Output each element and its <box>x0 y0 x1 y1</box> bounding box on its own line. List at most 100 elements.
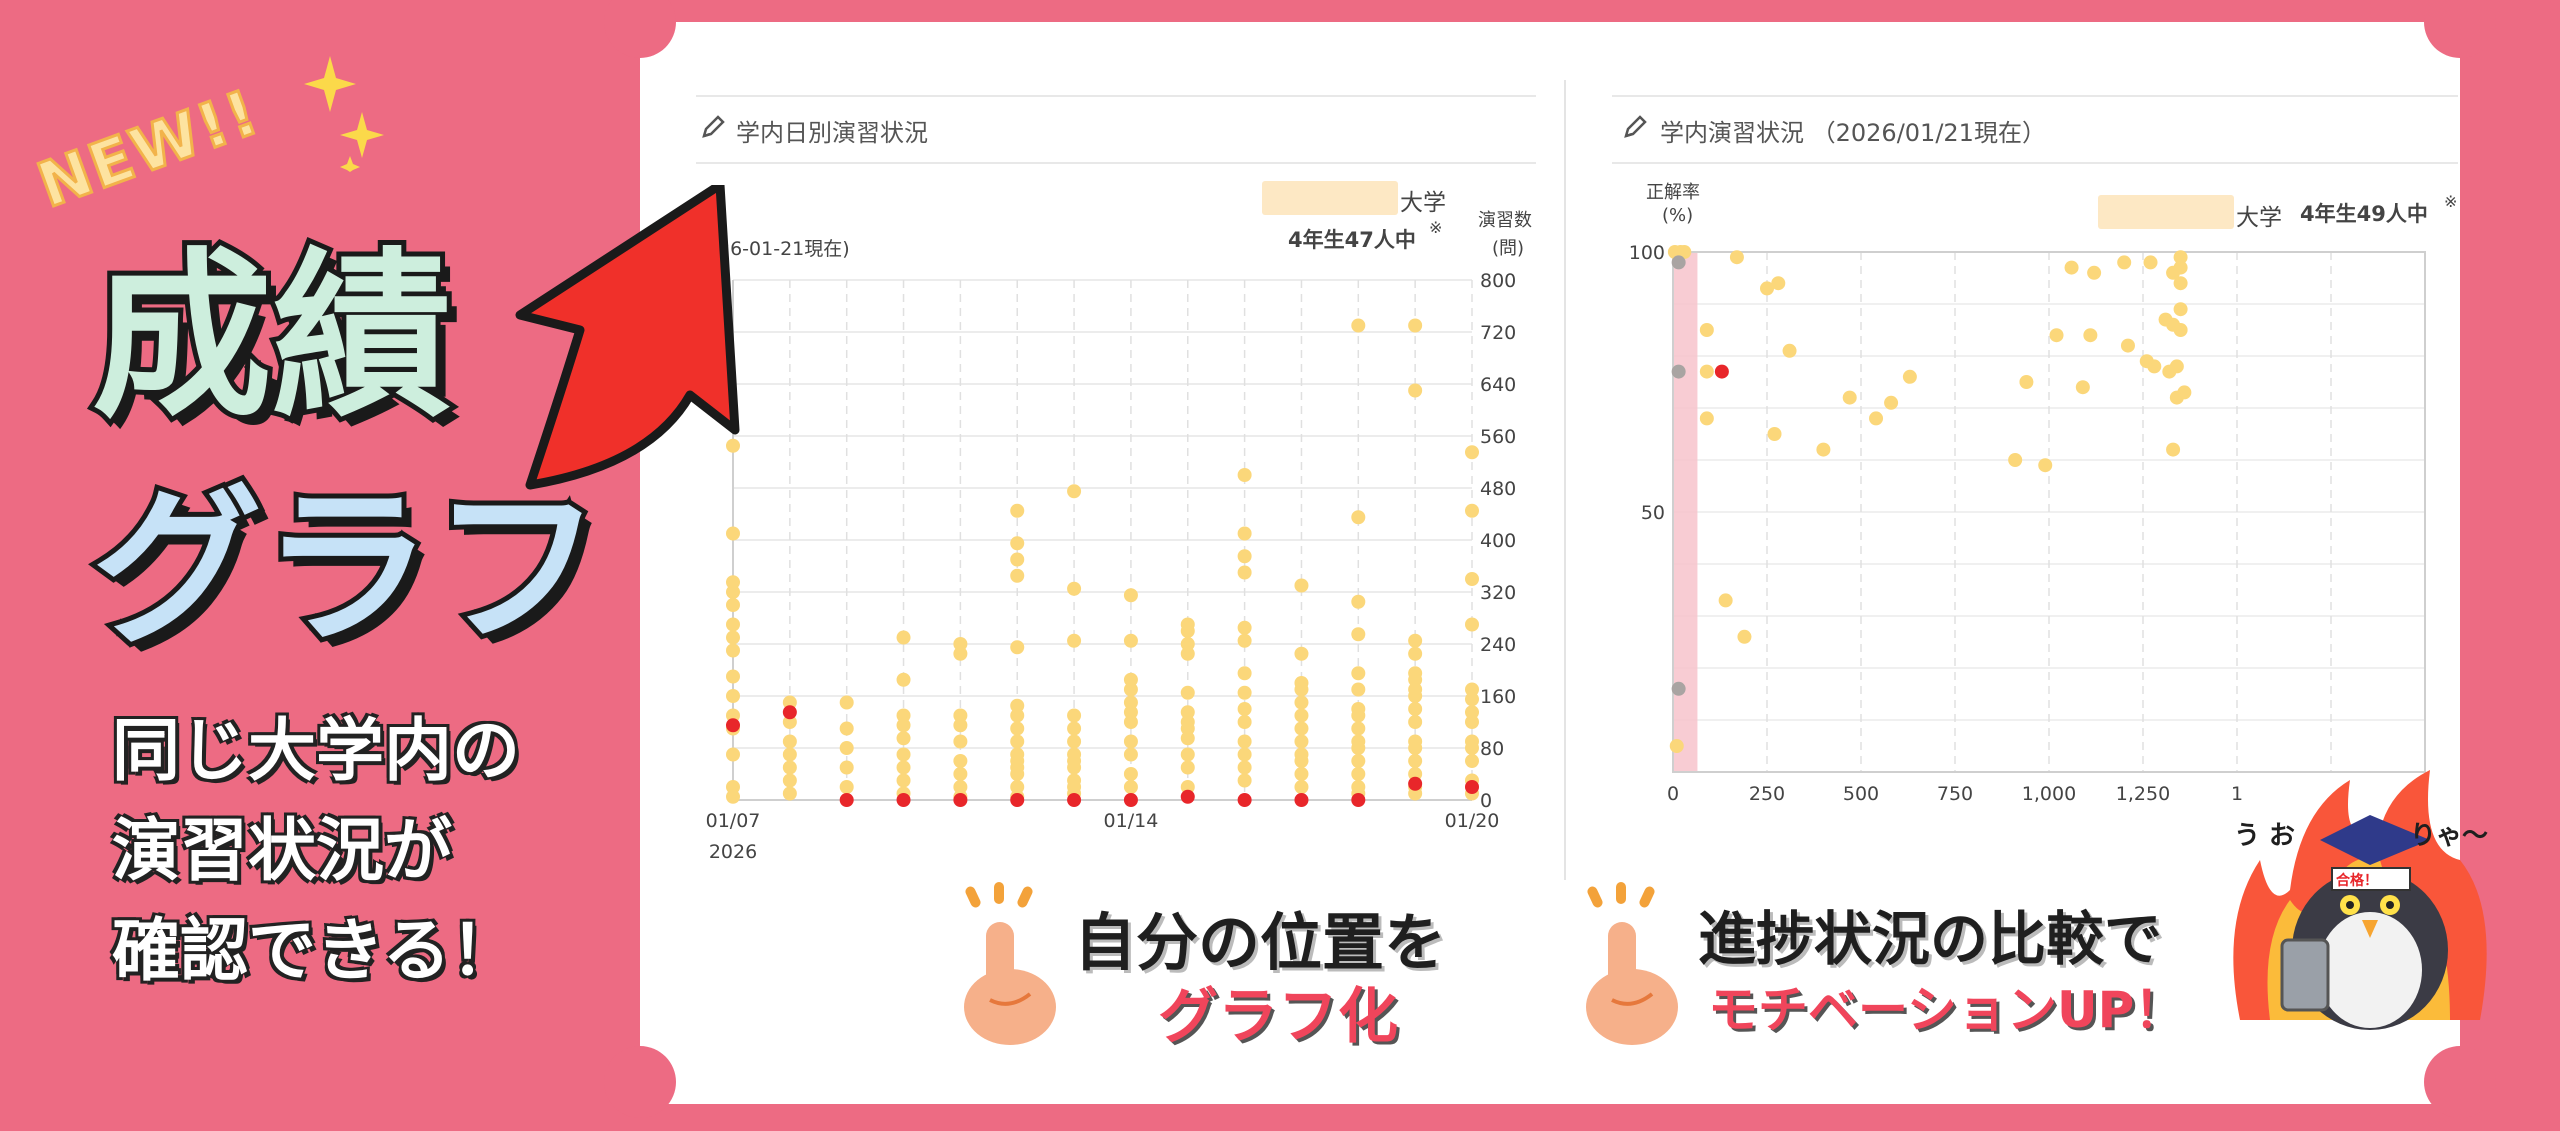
data-point <box>2120 338 2135 353</box>
data-point <box>1294 780 1309 794</box>
data-point <box>1294 708 1309 723</box>
data-point <box>1294 734 1309 749</box>
pointing-hand-icon <box>1586 882 1678 1045</box>
data-point <box>1237 468 1252 482</box>
self-data-point <box>896 793 911 807</box>
data-point <box>2064 260 2079 275</box>
data-point <box>1465 572 1479 586</box>
data-point <box>1067 581 1082 596</box>
cohort-summary: 4年生47人中 <box>1288 224 1416 254</box>
footnote-mark: ※ <box>2444 192 2458 211</box>
data-point <box>1010 568 1025 583</box>
data-point <box>896 760 911 775</box>
self-data-point <box>1010 793 1025 807</box>
data-point <box>953 780 968 794</box>
data-point <box>2177 385 2192 400</box>
data-point <box>1351 682 1366 697</box>
pencil-icon <box>702 115 725 138</box>
data-point <box>2019 375 2034 389</box>
data-point <box>1351 767 1366 781</box>
data-point <box>2083 328 2098 343</box>
data-point <box>1408 741 1423 755</box>
plot-frame <box>1672 251 2426 773</box>
data-point <box>782 773 797 788</box>
data-point <box>1294 646 1309 661</box>
data-point <box>1351 666 1366 681</box>
mascot-shout-right: りゃ〜 <box>2410 821 2489 851</box>
data-point <box>896 773 911 788</box>
data-point <box>1408 689 1423 703</box>
self-data-point <box>1294 793 1309 807</box>
data-point <box>1180 721 1195 736</box>
data-point <box>953 754 968 768</box>
panel-corner-notch <box>2424 0 2496 58</box>
self-data-point <box>839 793 854 807</box>
panel-corner-notch <box>604 1046 676 1118</box>
data-point <box>1408 786 1423 801</box>
data-point <box>782 786 797 801</box>
self-data-point <box>1408 776 1423 791</box>
as-of-date: 26-01-21現在) <box>718 238 850 260</box>
data-point <box>726 708 740 723</box>
highlighted-data-point <box>1671 364 1686 379</box>
self-data-point <box>1351 793 1366 807</box>
arrow-icon <box>515 185 740 490</box>
description-line: 確認できる！ <box>112 912 519 991</box>
x-tick-label: 01/14 <box>1104 810 1159 832</box>
data-point <box>1067 721 1082 736</box>
data-point <box>1465 445 1479 460</box>
data-point <box>2038 458 2053 473</box>
data-point <box>1767 427 1782 441</box>
data-point <box>1180 747 1195 762</box>
y-axis-title-line2: (%) <box>1662 205 1694 226</box>
x-tick-label: 250 <box>1749 783 1785 805</box>
data-point <box>1123 734 1138 749</box>
data-point <box>1123 767 1138 781</box>
data-point <box>726 526 740 541</box>
data-point <box>1351 721 1366 736</box>
data-point <box>1408 702 1423 716</box>
data-point <box>1465 715 1479 729</box>
data-point <box>1010 734 1025 749</box>
data-point <box>2087 265 2102 280</box>
data-point <box>1237 526 1252 541</box>
data-point <box>1294 721 1309 736</box>
y-tick-label: 560 <box>1480 426 1516 448</box>
data-point <box>1123 705 1138 720</box>
data-point <box>1465 754 1479 768</box>
data-point <box>2173 260 2188 275</box>
data-point <box>1677 245 1692 259</box>
data-point <box>1902 369 1917 384</box>
data-point <box>1465 741 1479 755</box>
data-point <box>1237 773 1252 788</box>
data-point <box>839 760 854 775</box>
data-point <box>782 695 797 710</box>
data-point <box>1067 633 1082 648</box>
data-point <box>1180 685 1195 700</box>
data-point <box>1237 620 1252 635</box>
promo-right-line1: 進捗状況の比較で <box>1698 905 2163 973</box>
data-point <box>1237 565 1252 580</box>
data-point <box>1351 754 1366 768</box>
data-point <box>2173 250 2188 265</box>
data-point <box>2117 255 2132 270</box>
data-point <box>1123 715 1138 729</box>
data-point <box>1729 250 1744 265</box>
data-point <box>1123 588 1138 603</box>
highlighted-data-point <box>1671 681 1686 696</box>
data-point <box>1408 715 1423 729</box>
y-tick-label: 240 <box>1480 634 1516 656</box>
data-point <box>782 747 797 762</box>
x-tick-label: 1,000 <box>2022 783 2076 805</box>
data-point <box>1010 552 1025 567</box>
promo-left-line2: グラフ化 <box>1158 982 1398 1052</box>
data-point <box>726 630 740 645</box>
data-point <box>1180 624 1195 638</box>
data-point <box>953 767 968 781</box>
x-tick-label: 500 <box>1843 783 1879 805</box>
highlighted-data-point <box>1671 255 1686 270</box>
data-point <box>1180 731 1195 746</box>
data-point <box>953 637 968 651</box>
university-suffix: 大学 <box>1400 190 1446 216</box>
